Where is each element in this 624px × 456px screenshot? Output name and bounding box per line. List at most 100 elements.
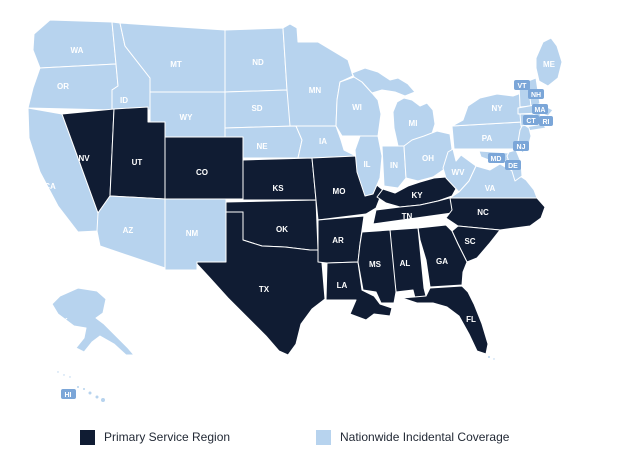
state-NC-shape (445, 197, 546, 231)
state-MI-upper-shape (351, 67, 416, 97)
state-badge-label-HI: HI (65, 392, 72, 399)
state-OR-shape (27, 63, 119, 111)
state-badge-NJ: NJ (513, 141, 529, 151)
state-label-CA: CA (44, 182, 56, 191)
state-WV-shape (442, 148, 477, 193)
state-badge-label-CT: CT (526, 118, 536, 125)
state-GA-shape (417, 224, 468, 288)
hawaii-island-dot (100, 397, 106, 403)
state-labels: WA OR CA NV ID MT WY UT CO AZ NM ND SD N… (44, 46, 555, 326)
state-LA-shape (325, 261, 393, 321)
state-AK-shape (51, 287, 135, 356)
hawaii-island-dot (94, 394, 100, 400)
state-label-SD: SD (251, 104, 262, 113)
state-label-UT: UT (132, 158, 143, 167)
state-label-NC: NC (477, 208, 489, 217)
state-badge-label-RI: RI (543, 119, 550, 126)
state-label-ME: ME (543, 60, 556, 69)
state-label-TX: TX (259, 285, 270, 294)
state-label-IN: IN (390, 161, 398, 170)
state-label-CO: CO (196, 168, 208, 177)
state-label-WI: WI (352, 103, 362, 112)
legend: Primary Service Region Nationwide Incide… (0, 427, 624, 449)
aleutian-dot (56, 370, 60, 374)
state-label-FL: FL (466, 315, 476, 324)
state-MI-lower-shape (392, 97, 436, 147)
aleutian-dot (68, 375, 72, 379)
aleutian-dot (62, 373, 66, 377)
state-badge-label-MA: MA (535, 107, 546, 114)
legend-item-incidental: Nationwide Incidental Coverage (316, 429, 509, 445)
state-label-IA: IA (319, 137, 327, 146)
state-label-IL: IL (363, 160, 370, 169)
state-label-MN: MN (309, 86, 322, 95)
state-label-ID: ID (120, 96, 128, 105)
state-IL-shape (354, 135, 383, 197)
state-WA-shape (32, 19, 117, 69)
state-TX-shape (196, 211, 326, 356)
state-shapes (27, 19, 563, 356)
state-label-WA: WA (71, 46, 84, 55)
state-badges: VT NH MA CT RI NJ (61, 80, 553, 399)
state-label-VA: VA (485, 184, 496, 193)
state-label-MS: MS (369, 260, 382, 269)
state-FL-shape (401, 285, 489, 355)
state-label-OK: OK (276, 225, 288, 234)
state-KS-shape (242, 157, 317, 201)
island-dots (56, 355, 496, 403)
state-label-AL: AL (400, 259, 411, 268)
state-badge-label-MD: MD (491, 156, 502, 163)
state-label-MT: MT (170, 60, 182, 69)
state-label-OH: OH (422, 154, 434, 163)
florida-keys-dot (492, 357, 496, 361)
primary-region-swatch (80, 429, 95, 445)
hawaii-island-dot (87, 390, 93, 396)
state-label-OR: OR (57, 82, 69, 91)
state-label-WV: WV (452, 168, 466, 177)
state-badge-label-NH: NH (531, 92, 541, 99)
state-label-GA: GA (436, 257, 448, 266)
legend-item-primary: Primary Service Region (80, 429, 230, 445)
state-OH-shape (403, 130, 453, 182)
incidental-coverage-swatch (316, 429, 331, 445)
state-ME-shape (535, 37, 563, 87)
state-label-NV: NV (78, 154, 90, 163)
state-badge-DE: DE (505, 160, 521, 170)
state-label-KY: KY (411, 191, 423, 200)
state-label-MO: MO (333, 187, 346, 196)
state-badge-RI: RI (539, 116, 553, 126)
state-badge-NH: NH (528, 89, 544, 99)
state-badge-label-NJ: NJ (517, 144, 526, 151)
state-VA-shape (449, 163, 538, 199)
state-label-AR: AR (332, 236, 344, 245)
state-label-NM: NM (186, 229, 199, 238)
state-badge-label-DE: DE (508, 163, 518, 170)
state-label-AZ: AZ (123, 226, 134, 235)
state-MS-shape (357, 229, 397, 304)
legend-label-primary: Primary Service Region (104, 430, 231, 444)
state-label-TN: TN (402, 212, 413, 221)
state-badge-CT: CT (523, 115, 539, 125)
hawaii-island-dot (82, 387, 86, 391)
legend-label-incidental: Nationwide Incidental Coverage (340, 430, 510, 444)
state-label-AK: AK (56, 317, 68, 326)
florida-keys-dot (487, 355, 491, 359)
state-label-LA: LA (337, 281, 348, 290)
state-IN-shape (381, 145, 407, 189)
state-badge-MD: MD (488, 153, 505, 163)
state-label-MI: MI (409, 119, 418, 128)
state-label-ND: ND (252, 58, 264, 67)
state-label-PA: PA (482, 134, 493, 143)
state-label-WY: WY (180, 113, 194, 122)
state-label-SC: SC (464, 237, 475, 246)
state-badge-label-VT: VT (518, 83, 528, 90)
state-badge-VT: VT (514, 80, 530, 90)
hawaii-island-dot (76, 385, 80, 389)
state-label-NY: NY (491, 104, 503, 113)
state-badge-MA: MA (532, 104, 548, 114)
state-label-KS: KS (272, 184, 284, 193)
state-badge-HI: HI (61, 389, 76, 399)
state-label-NE: NE (256, 142, 268, 151)
